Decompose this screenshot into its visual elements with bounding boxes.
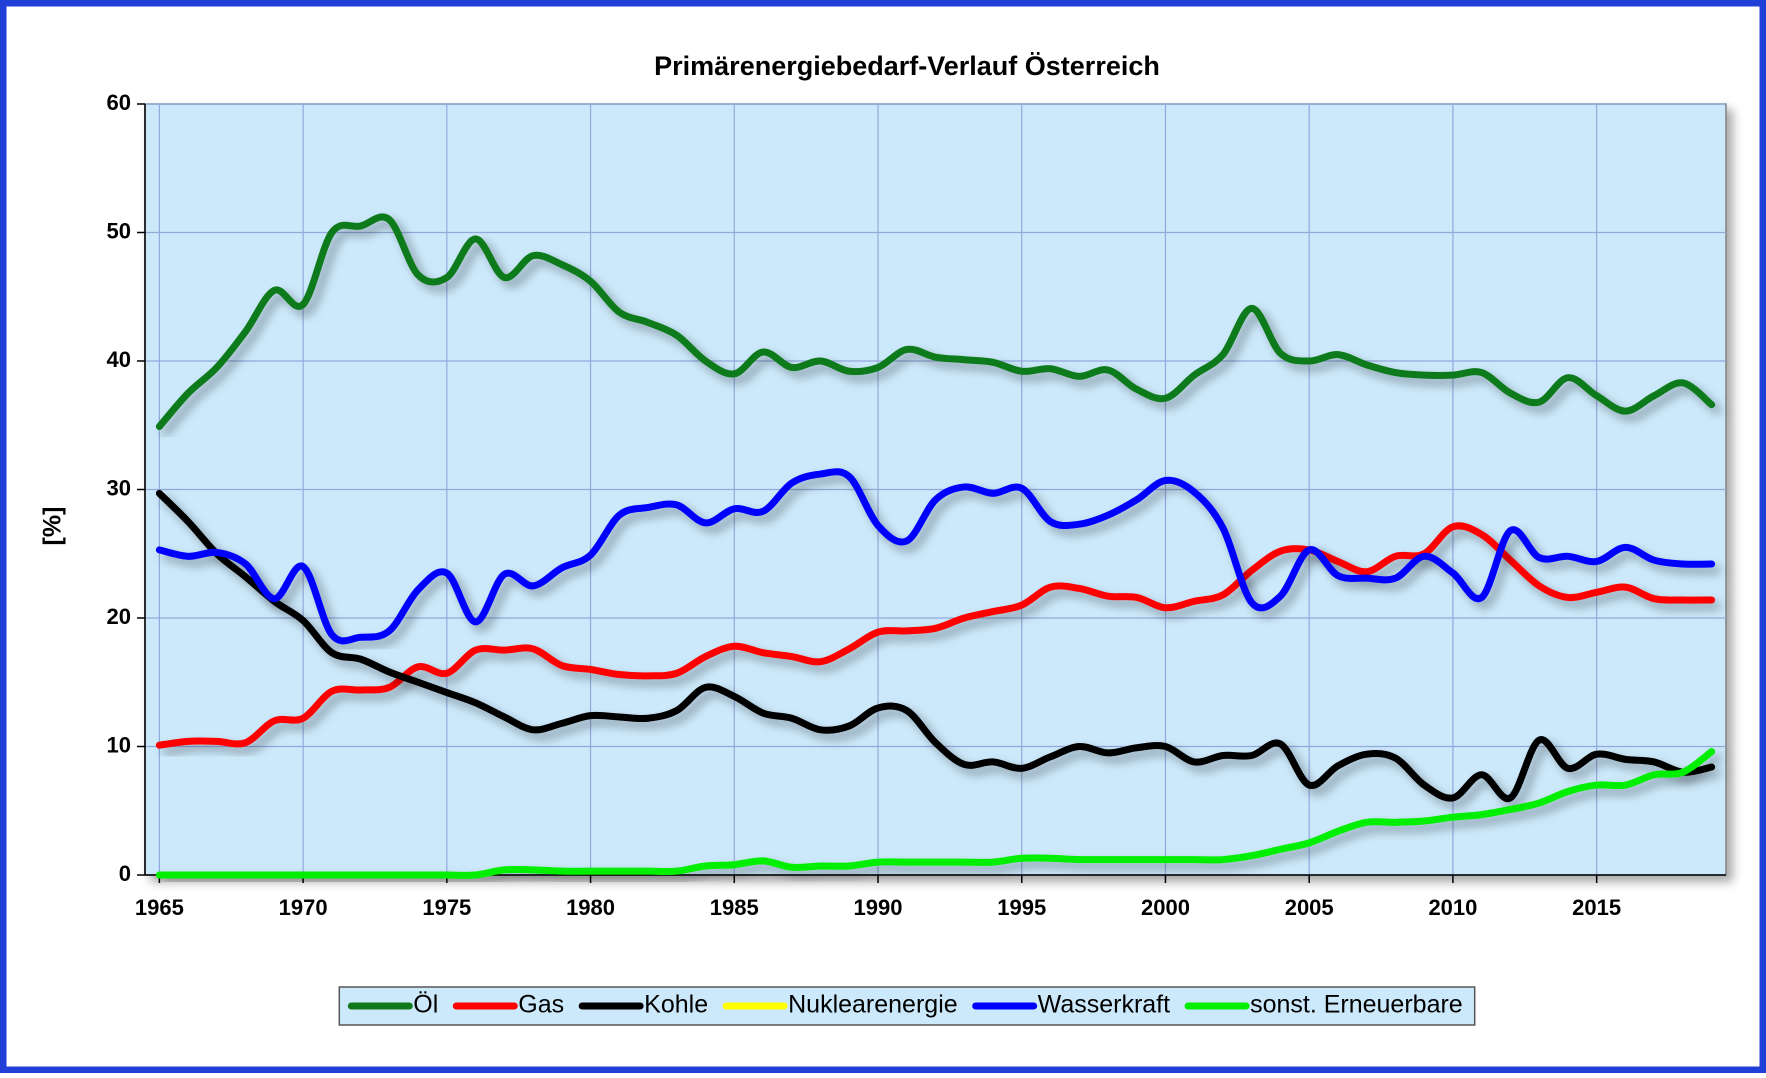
chart-title: Primärenergiebedarf-Verlauf Österreich xyxy=(654,51,1160,81)
x-tick-label: 2005 xyxy=(1285,895,1334,920)
y-tick-label: 50 xyxy=(107,218,131,243)
x-tick-label: 1965 xyxy=(135,895,184,920)
legend-box xyxy=(338,986,1476,1026)
y-tick-label: 10 xyxy=(107,732,131,757)
x-tick-label: 2000 xyxy=(1141,895,1190,920)
x-tick-label: 1970 xyxy=(279,895,328,920)
x-tick-label: 1980 xyxy=(566,895,615,920)
y-tick-label: 0 xyxy=(119,861,131,886)
x-tick-label: 2015 xyxy=(1572,895,1621,920)
series-line xyxy=(155,489,1716,803)
y-tick-label: 60 xyxy=(107,90,131,115)
x-tick-label: 1990 xyxy=(854,895,903,920)
x-tick-label: 1985 xyxy=(710,895,759,920)
legend-label: Öl xyxy=(413,991,438,1019)
legend-label: Gas xyxy=(518,991,564,1019)
y-tick-label: 40 xyxy=(107,347,131,372)
legend-label: Kohle xyxy=(644,991,708,1019)
legend-label: sonst. Erneuerbare xyxy=(1250,991,1463,1019)
x-tick-label: 1975 xyxy=(422,895,471,920)
x-tick-label: 2010 xyxy=(1428,895,1477,920)
series-line xyxy=(155,213,1716,431)
y-tick-label: 20 xyxy=(107,604,131,629)
legend-label: Nuklearenergie xyxy=(788,991,958,1019)
x-tick-label: 1995 xyxy=(997,895,1046,920)
series-line xyxy=(155,748,1716,879)
legend: Öl Gas Kohle Nuklearenergie Wasserkraft sonst… xyxy=(338,986,1476,1026)
y-tick-label: 30 xyxy=(107,475,131,500)
series-line xyxy=(155,522,1716,749)
y-axis-label: [%] xyxy=(39,507,67,546)
legend-label: Wasserkraft xyxy=(1038,991,1170,1019)
series-line xyxy=(155,468,1716,645)
